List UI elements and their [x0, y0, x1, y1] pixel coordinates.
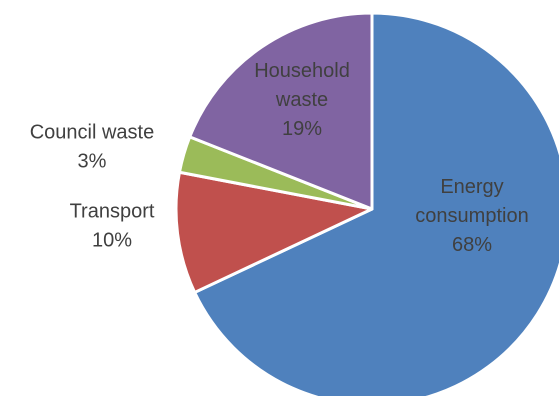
slice-category-label: waste: [275, 89, 328, 111]
slice-value-label: 19%: [282, 118, 322, 140]
slice-label: Household waste 19%: [254, 60, 350, 140]
slice-category-label: Energy: [440, 176, 503, 198]
pie-slices: [174, 11, 559, 396]
slice-value-label: 3%: [78, 151, 107, 173]
slice-value-label: 10%: [92, 230, 132, 252]
pie-slice-energy-consumption: [193, 11, 559, 396]
slice-category-label: consumption: [415, 205, 528, 227]
pie-labels: Energy consumption 68% Transport 10% Council …: [30, 60, 529, 256]
slice-category-label: Transport: [70, 201, 155, 223]
slice-category-label: Council waste: [30, 122, 155, 144]
pie-slice-transport: [174, 170, 374, 294]
slice-category-label: Household: [254, 60, 350, 82]
slice-value-label: 68%: [452, 234, 492, 256]
slice-label: Council waste 3%: [30, 122, 155, 173]
slice-label: Energy consumption 68%: [415, 176, 528, 256]
slice-label: Transport 10%: [70, 201, 155, 252]
pie-slice-household-waste: [188, 11, 374, 211]
